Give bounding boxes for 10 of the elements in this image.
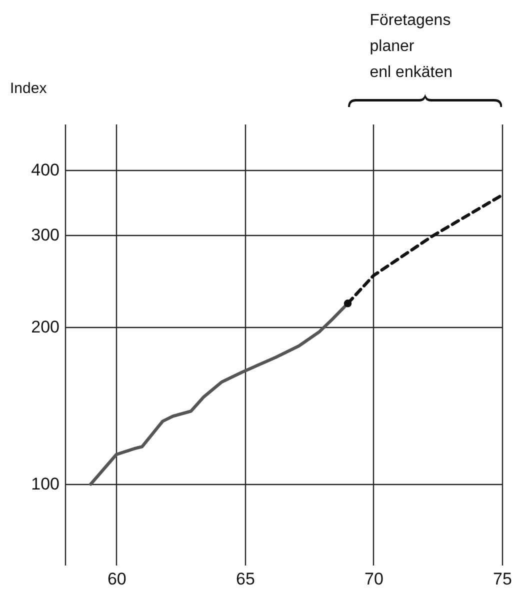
y-tick-label: 400: [31, 160, 60, 180]
y-tick-label: 300: [31, 226, 60, 245]
y-tick-label: 100: [31, 474, 60, 494]
text: Företagens planer enl enkäten: [370, 11, 452, 83]
y-axis-title: Index: [10, 80, 47, 97]
x-tick-label: 75: [493, 570, 512, 588]
y-tick-label: 200: [31, 318, 60, 337]
x-tick-label: 70: [364, 570, 384, 588]
x-tick-label: 65: [236, 570, 255, 588]
x-tick-label: 60: [107, 570, 126, 588]
